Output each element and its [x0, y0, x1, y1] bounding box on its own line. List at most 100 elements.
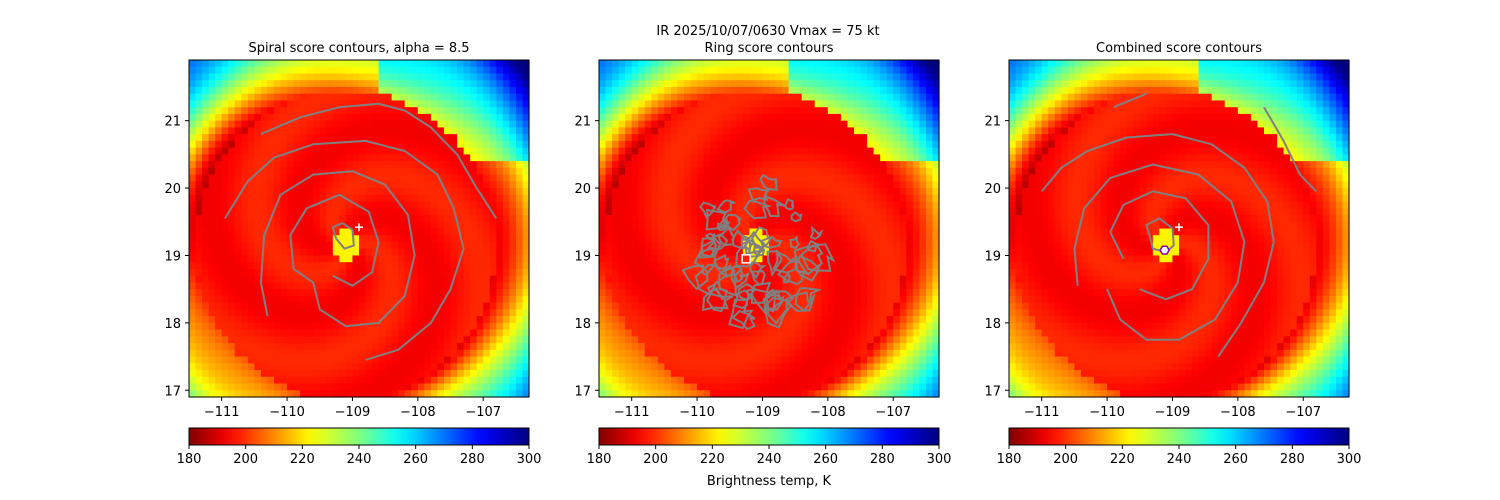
ring-contour-38	[705, 208, 727, 231]
ring-contour-7	[728, 298, 754, 330]
ring-contour-30	[793, 244, 824, 275]
x-tick-label: −110	[1089, 405, 1125, 420]
ring-contour-53	[759, 173, 778, 192]
y-tick-label: 18	[984, 317, 1001, 332]
colorbar-tick-label: 280	[1280, 452, 1305, 467]
colorbar-tick-label: 300	[517, 452, 542, 467]
colorbar-tick-label: 200	[1053, 452, 1078, 467]
ring-contour-40	[749, 260, 767, 280]
ring-contour-59	[762, 293, 784, 313]
ring-contour-5	[794, 287, 822, 312]
contour-line-3	[289, 193, 380, 287]
x-tick-label: −110	[679, 405, 715, 420]
colorbar-tick-label: 180	[177, 452, 202, 467]
ring-contour-39	[749, 288, 777, 314]
colorbar-tick-label: 220	[1110, 452, 1135, 467]
ring-contour-18	[790, 211, 803, 223]
x-tick-label: −109	[1155, 405, 1191, 420]
ring-contour-1	[776, 259, 810, 286]
y-tick-label: 21	[574, 115, 591, 130]
ring-panel: Ring score contours −111 −110 −109 −108 −107…	[574, 41, 951, 467]
y-tick-label: 18	[574, 317, 591, 332]
x-tick-label: −107	[1285, 405, 1321, 420]
ring-contour-26	[743, 199, 773, 220]
colorbar-tick-label: 240	[757, 452, 782, 467]
ring-contour-21	[732, 289, 754, 310]
ring-contour-49	[723, 267, 736, 278]
ring-contour-55	[701, 287, 729, 312]
center-marker	[741, 254, 751, 264]
ring-contour-35	[737, 282, 758, 301]
x-tick-label: −111	[204, 405, 240, 420]
y-tick-label: 19	[984, 249, 1001, 264]
y-tick-label: 17	[984, 384, 1001, 399]
ring-contour-31	[717, 226, 736, 247]
colorbar-tick-label: 240	[1167, 452, 1192, 467]
ring-contour-41	[784, 198, 795, 211]
contour-line-2	[259, 170, 416, 328]
contour-line-0	[1113, 92, 1147, 109]
ring-contour-20	[784, 291, 816, 313]
x-tick-label: −109	[745, 405, 781, 420]
ring-contour-14	[698, 236, 722, 259]
ring-contour-4	[716, 199, 736, 214]
colorbar-tick-label: 180	[587, 452, 612, 467]
brightness-heatmap	[599, 60, 940, 398]
x-tick-label: −107	[875, 405, 911, 420]
x-tick-label: −108	[810, 405, 846, 420]
axes-frame	[188, 59, 530, 398]
ring-contour-16	[763, 194, 786, 218]
colorbar-tick-label: 220	[290, 452, 315, 467]
combined-panel: Combined score contours −111 −110 −109 −108…	[984, 41, 1361, 467]
ring-contour-11	[809, 225, 824, 240]
colorbar-tick-label: 280	[460, 452, 485, 467]
contour-line-0	[260, 102, 498, 219]
colorbar	[598, 427, 940, 446]
y-tick-label: 17	[164, 384, 181, 399]
ring-contour-15	[794, 254, 821, 282]
colorbar-tick-label: 260	[403, 452, 428, 467]
contour-line-4	[1109, 190, 1210, 301]
x-tick-label: −111	[614, 405, 650, 420]
ring-contour-9	[733, 268, 745, 283]
ring-contour-58	[800, 243, 836, 272]
contour-line-1	[1263, 106, 1318, 193]
y-tick-label: 20	[574, 182, 591, 197]
ring-contour-56	[693, 247, 717, 275]
x-tick-label: −108	[1220, 405, 1256, 420]
ring-contour-23	[730, 265, 750, 290]
y-tick-label: 19	[164, 249, 181, 264]
combined-center-marker	[1159, 245, 1170, 255]
contour-line-3	[1073, 163, 1246, 341]
combined-panel-title: Combined score contours	[1096, 41, 1262, 56]
ring-contour-46	[789, 235, 800, 250]
ring-contour-57	[704, 232, 716, 242]
colorbar-tick-label: 240	[347, 452, 372, 467]
ring-contour-47	[706, 233, 729, 251]
colorbar-label: Brightness temp, K	[707, 474, 832, 489]
x-tick-label: −108	[400, 405, 436, 420]
ring-contour-29	[731, 309, 757, 331]
colorbar	[1008, 427, 1350, 446]
ring-contour-50	[747, 187, 771, 202]
x-tick-label: −109	[335, 405, 371, 420]
contour-line-5	[1145, 217, 1175, 254]
ring-contour-52	[763, 290, 795, 325]
ring-contour-43	[750, 226, 772, 249]
y-tick-label: 21	[164, 115, 181, 130]
colorbar-tick-label: 200	[233, 452, 258, 467]
colorbar-tick-label: 260	[813, 452, 838, 467]
brightness-heatmap	[189, 60, 530, 398]
y-tick-label: 21	[984, 115, 1001, 130]
colorbar	[188, 427, 530, 446]
colorbar-tick-label: 300	[1337, 452, 1362, 467]
x-tick-label: −110	[269, 405, 305, 420]
x-tick-label: −107	[465, 405, 501, 420]
contour-line-2	[1040, 133, 1275, 358]
axes-frame	[1008, 59, 1350, 398]
ring-contour-8	[699, 201, 717, 220]
figure-suptitle: IR 2025/10/07/0630 Vmax = 75 kt	[656, 24, 879, 39]
ring-contour-54	[740, 234, 752, 251]
colorbar-tick-label: 200	[643, 452, 668, 467]
